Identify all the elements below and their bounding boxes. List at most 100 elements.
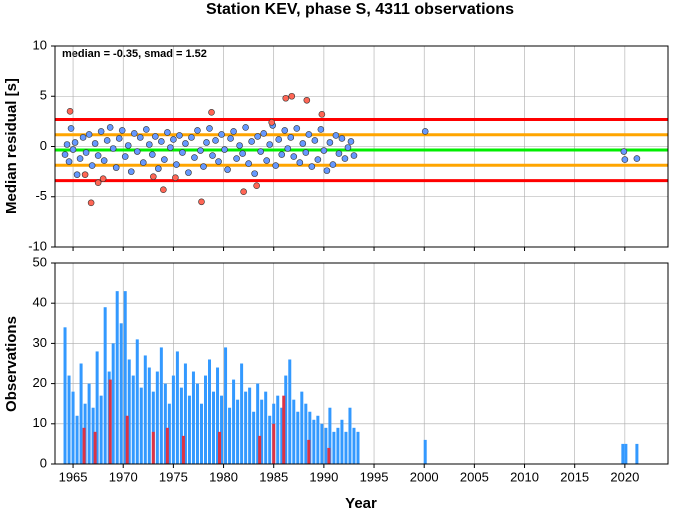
data-point <box>100 157 108 164</box>
bar <box>111 343 115 464</box>
bar <box>171 375 175 464</box>
bar <box>258 435 262 464</box>
bar <box>292 399 296 464</box>
data-point <box>161 156 168 163</box>
bar <box>143 355 147 464</box>
data-point <box>124 142 132 149</box>
bar <box>87 383 91 464</box>
bar <box>348 407 352 464</box>
bar <box>212 391 216 464</box>
y-tick-label: -5 <box>35 188 47 203</box>
data-point <box>158 138 165 145</box>
data-point <box>323 167 331 174</box>
data-point <box>118 127 126 134</box>
bar <box>103 307 107 464</box>
bar <box>187 395 191 464</box>
bar <box>125 415 129 464</box>
data-point <box>121 153 129 160</box>
data-point <box>284 145 292 152</box>
data-point <box>152 133 159 140</box>
bar <box>312 419 316 464</box>
y-tick-label: 10 <box>33 37 47 52</box>
data-point <box>341 155 349 162</box>
data-point <box>208 109 215 116</box>
data-point <box>257 148 264 155</box>
data-point <box>240 188 247 196</box>
bar <box>308 411 312 464</box>
data-point <box>317 126 325 133</box>
bar <box>159 347 163 464</box>
data-point <box>282 94 290 102</box>
data-point <box>326 139 334 146</box>
bar <box>316 415 320 464</box>
x-tick-label: 2005 <box>460 469 489 484</box>
bar <box>123 291 127 464</box>
bar <box>199 403 203 464</box>
data-point <box>87 199 95 207</box>
data-point <box>173 161 180 168</box>
bar <box>240 363 244 464</box>
data-point <box>302 149 310 156</box>
data-point <box>200 163 207 170</box>
data-point <box>67 125 75 132</box>
data-point <box>142 126 150 133</box>
bar <box>63 327 67 464</box>
bar <box>147 367 151 464</box>
data-point <box>260 130 267 137</box>
bar <box>135 339 139 464</box>
data-point <box>299 140 307 147</box>
bar <box>268 415 272 464</box>
x-tick-label: 1970 <box>109 469 138 484</box>
data-point <box>197 147 204 154</box>
data-point <box>254 133 261 140</box>
chart-title: Station KEV, phase S, 4311 observations <box>206 1 514 18</box>
bar <box>624 443 628 464</box>
data-point <box>146 141 153 148</box>
data-point <box>185 169 192 176</box>
plot-frame <box>54 262 669 465</box>
data-point <box>263 157 270 164</box>
bar <box>99 395 103 464</box>
y-tick-label: 50 <box>33 254 47 269</box>
x-tick-label: 1965 <box>59 469 88 484</box>
y-tick-label: 10 <box>33 415 47 430</box>
bar <box>284 375 288 464</box>
bar <box>236 399 240 464</box>
data-point <box>91 140 99 147</box>
bar <box>336 427 340 464</box>
data-point <box>203 139 210 146</box>
data-point <box>63 141 71 148</box>
x-tick-label: 1975 <box>159 469 188 484</box>
data-point <box>109 145 117 152</box>
data-point <box>275 136 283 143</box>
bar <box>195 383 199 464</box>
data-point <box>303 96 311 104</box>
bar <box>218 431 222 464</box>
bar <box>224 347 228 464</box>
bar <box>75 415 79 464</box>
bar <box>183 363 187 464</box>
bar <box>175 351 179 464</box>
data-point <box>198 198 205 206</box>
data-point <box>136 134 144 141</box>
data-point <box>215 158 222 165</box>
data-point <box>130 130 138 137</box>
bar <box>167 403 171 464</box>
bar <box>256 383 260 464</box>
bar <box>282 395 286 464</box>
bar <box>423 439 427 464</box>
x-tick-label: 2015 <box>560 469 589 484</box>
data-point <box>76 155 84 162</box>
bar <box>332 431 336 464</box>
data-point <box>251 170 258 177</box>
data-point <box>320 147 328 154</box>
bar <box>307 439 311 464</box>
bar <box>216 367 220 464</box>
data-point <box>206 125 213 132</box>
y-tick-label: 40 <box>33 295 47 310</box>
y-tick-label: -10 <box>28 238 47 253</box>
data-point <box>194 127 201 134</box>
x-tick-label: 1985 <box>259 469 288 484</box>
